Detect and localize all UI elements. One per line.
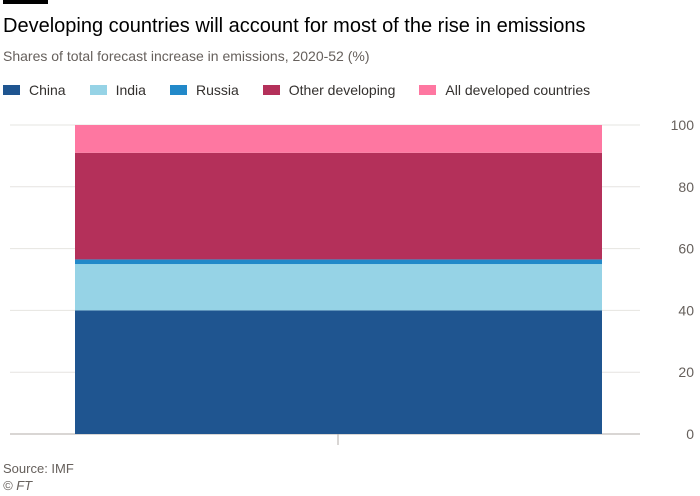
legend-item-russia: Russia: [169, 82, 239, 98]
copyright-credit: © FT: [3, 478, 33, 493]
legend-label-russia: Russia: [195, 82, 239, 98]
legend-swatch-china: [3, 85, 20, 95]
legend-label-china: China: [29, 82, 66, 98]
brand-accent-bar: [3, 0, 48, 4]
y-tick-label-80: 80: [678, 179, 694, 195]
legend-item-china: China: [3, 82, 66, 98]
y-tick-label-40: 40: [678, 302, 694, 318]
bar-segment-india: [75, 264, 602, 311]
legend-item-all-developed-countries: All developed countries: [419, 82, 590, 98]
y-tick-label-20: 20: [678, 364, 694, 380]
legend-label-all-developed-countries: All developed countries: [445, 82, 591, 98]
source-note: Source: IMF: [3, 461, 74, 476]
bar-segment-russia: [75, 259, 602, 265]
y-tick-label-100: 100: [671, 117, 695, 133]
legend-swatch-all-developed-countries: [419, 85, 437, 95]
legend-item-india: India: [89, 82, 146, 98]
legend-swatch-india: [89, 85, 107, 95]
chart-title: Developing countries will account for mo…: [3, 15, 586, 37]
bar-segment-all-developed-countries: [75, 125, 602, 153]
legend-item-other-developing: Other developing: [262, 82, 396, 98]
y-tick-label-60: 60: [678, 241, 694, 257]
y-tick-label-0: 0: [686, 426, 694, 442]
chart-legend: China India Russia Other developing All deve…: [3, 80, 614, 100]
legend-label-other-developing: Other developing: [288, 82, 396, 98]
legend-swatch-other-developing: [262, 85, 280, 95]
legend-swatch-russia: [169, 85, 187, 95]
bar-segment-china: [75, 310, 602, 434]
bar-segment-other-developing: [75, 152, 602, 260]
legend-label-india: India: [115, 82, 146, 98]
chart-subtitle: Shares of total forecast increase in emi…: [3, 48, 370, 64]
